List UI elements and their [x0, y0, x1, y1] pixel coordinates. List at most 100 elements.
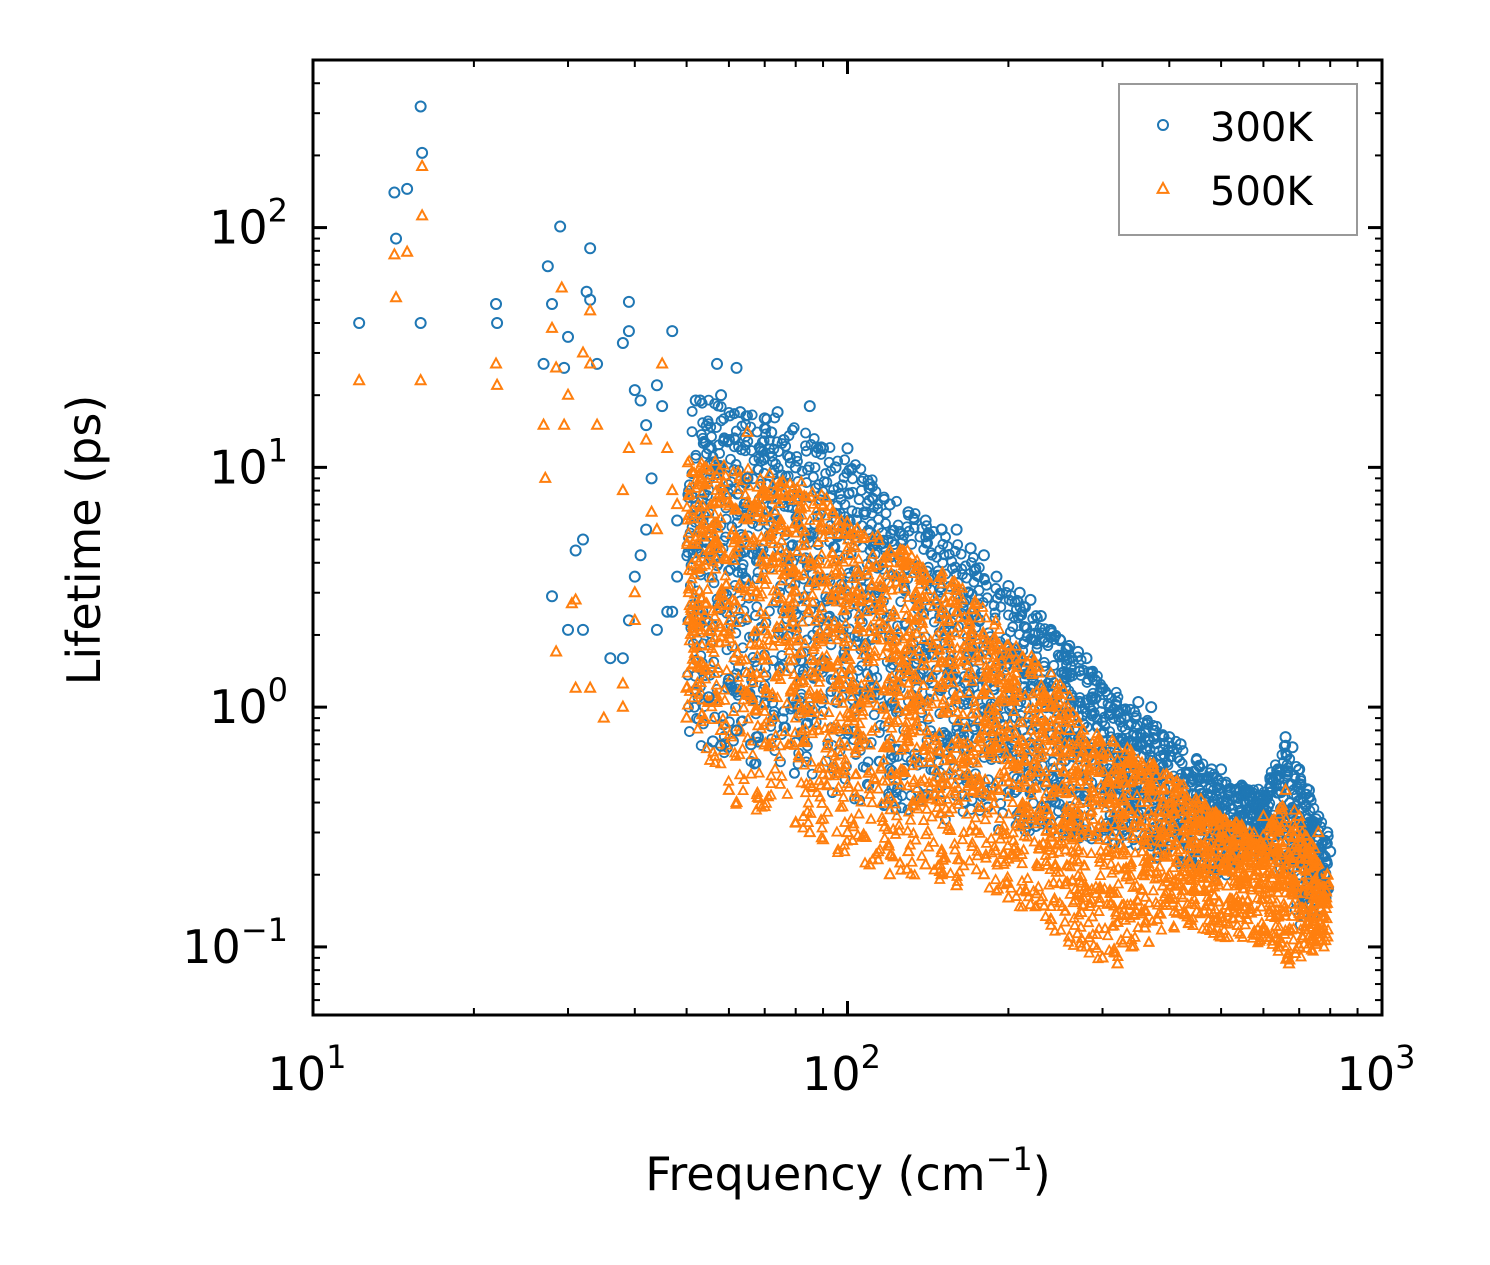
series-500k-dense-point — [1203, 881, 1216, 893]
series-500k-dense-point — [987, 631, 1000, 643]
series-500k-dense-point — [928, 690, 941, 702]
series-500k-dense-point — [1239, 900, 1252, 912]
series-500k-dense-point — [774, 561, 787, 573]
series-500k-dense-point — [956, 769, 969, 781]
series-500k-dense-point — [944, 866, 957, 878]
series-500k-dense-point — [936, 601, 949, 613]
series-500k-dense-point — [754, 671, 767, 683]
series-300k-dense-point — [788, 422, 800, 433]
series-300k-dense-point — [1207, 796, 1219, 808]
series-500k-dense-point — [1266, 840, 1279, 852]
series-500k-dense-point — [696, 486, 709, 498]
series-500k-dense-point — [1161, 845, 1174, 857]
series-500k-dense-point — [975, 799, 988, 811]
series-500k-dense-point — [729, 594, 742, 606]
series-300k-dense-point — [1208, 784, 1219, 796]
series-500k-dense-point — [751, 480, 764, 492]
series-500k-dense-point — [1226, 848, 1239, 860]
series-500k-dense-point — [1088, 744, 1101, 756]
series-500k-dense-point — [1040, 823, 1053, 835]
series-500k-dense-point — [1019, 805, 1032, 817]
series-500k-dense-point — [918, 739, 931, 751]
series-500k-dense-point — [705, 571, 718, 583]
series-500k-dense-point — [904, 813, 917, 825]
series-500k-dense-point — [960, 807, 973, 819]
series-500k-dense-point — [1062, 935, 1075, 947]
series-500k-dense-point — [1305, 943, 1318, 955]
series-500k-dense-point — [1063, 689, 1076, 701]
series-500k-dense-point — [1160, 819, 1173, 831]
series-500k-dense-point — [865, 601, 878, 613]
series-500k-dense-point — [1108, 817, 1121, 829]
series-500k-dense-point — [1270, 817, 1283, 829]
series-500k-dense-point — [737, 701, 750, 713]
series-500k-dense-point — [1049, 857, 1062, 869]
series-500k-dense-point — [822, 557, 835, 569]
series-300k-dense-point — [745, 445, 757, 456]
series-500k-dense-point — [769, 728, 782, 740]
series-500k-dense-point — [1189, 833, 1202, 845]
series-300k-dense-point — [847, 486, 859, 498]
series-300k-dense-point — [789, 767, 800, 779]
series-300k-dense-point — [800, 427, 811, 439]
series-500k-dense-point — [763, 633, 776, 645]
series-500k-dense-point — [998, 695, 1011, 707]
series-500k-dense-point — [826, 555, 839, 567]
series-500k-dense-point — [694, 685, 707, 697]
series-500k-dense-point — [991, 731, 1004, 743]
series-500k-dense-point — [787, 667, 800, 679]
series-500k-dense-point — [927, 599, 940, 611]
series-500k-dense-point — [1101, 929, 1114, 941]
series-500k-dense-point — [872, 782, 885, 794]
series-500k-dense-point — [756, 587, 769, 599]
series-300k-dense-point — [1151, 738, 1163, 750]
series-500k-dense-point — [1016, 900, 1029, 912]
series-300k-dense-point — [847, 473, 858, 485]
series-500k-dense-point — [841, 583, 854, 595]
series-500k-dense-point — [921, 699, 934, 711]
series-500k-dense-point — [935, 605, 948, 617]
series-500k-dense-point — [1129, 812, 1142, 824]
series-500k-dense-point — [797, 567, 810, 579]
series-300k-dense-point — [1085, 692, 1097, 704]
series-500k-dense-point — [999, 753, 1013, 765]
series-300k-dense-point — [1034, 622, 1046, 634]
series-300k-dense-point — [686, 426, 698, 438]
series-500k-dense-point — [821, 768, 834, 780]
series-500k-dense-point — [696, 638, 709, 650]
series-500k-dense-point — [683, 480, 696, 492]
series-500k-dense-point — [956, 581, 969, 593]
series-500k-dense-point — [717, 458, 730, 470]
series-500k-dense-point — [976, 724, 989, 736]
series-500k-dense-point — [867, 771, 880, 783]
series-500k-dense-point — [831, 654, 844, 666]
series-300k-dense-point — [1025, 680, 1037, 692]
series-300k-dense-point — [802, 464, 813, 476]
series-500k-dense-point — [1199, 798, 1212, 810]
series-500k-dense-point — [976, 600, 989, 612]
series-500k-dense-point — [1010, 889, 1023, 901]
series-500k-dense-point — [1200, 876, 1213, 888]
series-500k-dense-point — [1257, 930, 1270, 943]
series-500k-dense-point — [759, 607, 772, 619]
series-500k-dense-point — [1010, 639, 1023, 651]
series-500k-dense-point — [1015, 874, 1028, 886]
series-500k-dense-point — [966, 836, 979, 848]
series-500k-dense-point — [729, 639, 742, 651]
series-500k-dense-point — [1302, 868, 1315, 880]
series-300k-dense-point — [1275, 787, 1287, 799]
series-300k-dense-point — [767, 655, 779, 667]
series-500k-dense-point — [855, 678, 868, 690]
series-300k-dense-point — [878, 491, 890, 503]
series-500k-dense-point — [855, 830, 868, 842]
series-500k-dense-point — [800, 777, 813, 789]
series-500k-dense-point — [894, 660, 907, 672]
series-300k-dense-point — [1003, 594, 1015, 606]
series-500k-dense-point — [1093, 762, 1106, 774]
series-500k-dense-point — [979, 851, 992, 863]
series-500k-dense-point — [783, 644, 796, 656]
series-300k-dense-point — [737, 715, 748, 727]
series-500k-dense-point — [994, 767, 1007, 779]
series-500k-dense-point — [1074, 774, 1087, 786]
series-500k-dense-point — [859, 637, 872, 649]
